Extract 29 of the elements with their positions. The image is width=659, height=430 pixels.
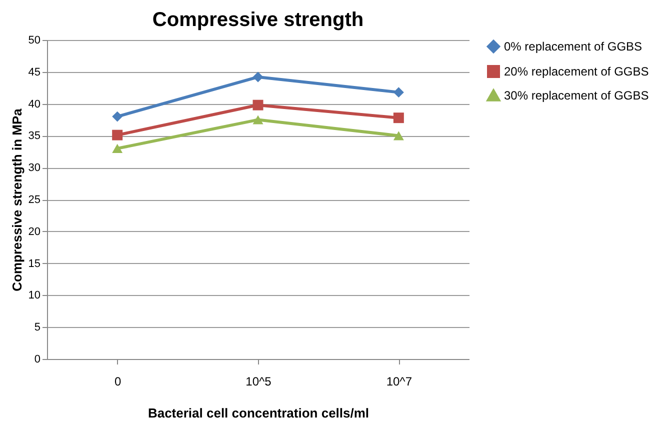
y-tick-label: 15 — [28, 258, 40, 270]
y-tick-label: 40 — [28, 98, 40, 110]
x-axis-title: Bacterial cell concentration cells/ml — [148, 406, 370, 420]
point — [252, 115, 264, 124]
x-tick-label: 10^7 — [386, 374, 412, 388]
point — [112, 130, 123, 140]
point — [252, 100, 264, 110]
point — [393, 112, 404, 124]
x-tick-label: 0 — [114, 374, 122, 388]
point — [112, 144, 123, 153]
y-tick-label: 30 — [28, 162, 40, 174]
y-tick-label: 5 — [34, 322, 40, 334]
point — [393, 87, 404, 98]
y-axis-title: Compressive strength in MPa — [9, 108, 24, 292]
x-tick-label: 10^5 — [246, 374, 272, 388]
point — [393, 131, 404, 140]
y-tick-label: 10 — [28, 290, 40, 302]
chart-title: Compressive strength — [152, 9, 364, 31]
y-tick-label: 35 — [28, 130, 40, 142]
y-tick-label: 45 — [28, 66, 40, 78]
y-tick-label: 50 — [28, 34, 40, 46]
legend-label: 0% replacement of GGBS — [504, 40, 642, 54]
legend-label: 20% replacement of GGBS — [504, 64, 649, 78]
y-tick-label: 25 — [28, 194, 40, 206]
legend-label: 30% replacement of GGBS — [504, 88, 649, 102]
point — [252, 72, 264, 82]
point — [112, 111, 123, 122]
y-tick-label: 20 — [28, 226, 40, 238]
y-tick-label: 0 — [34, 354, 40, 366]
